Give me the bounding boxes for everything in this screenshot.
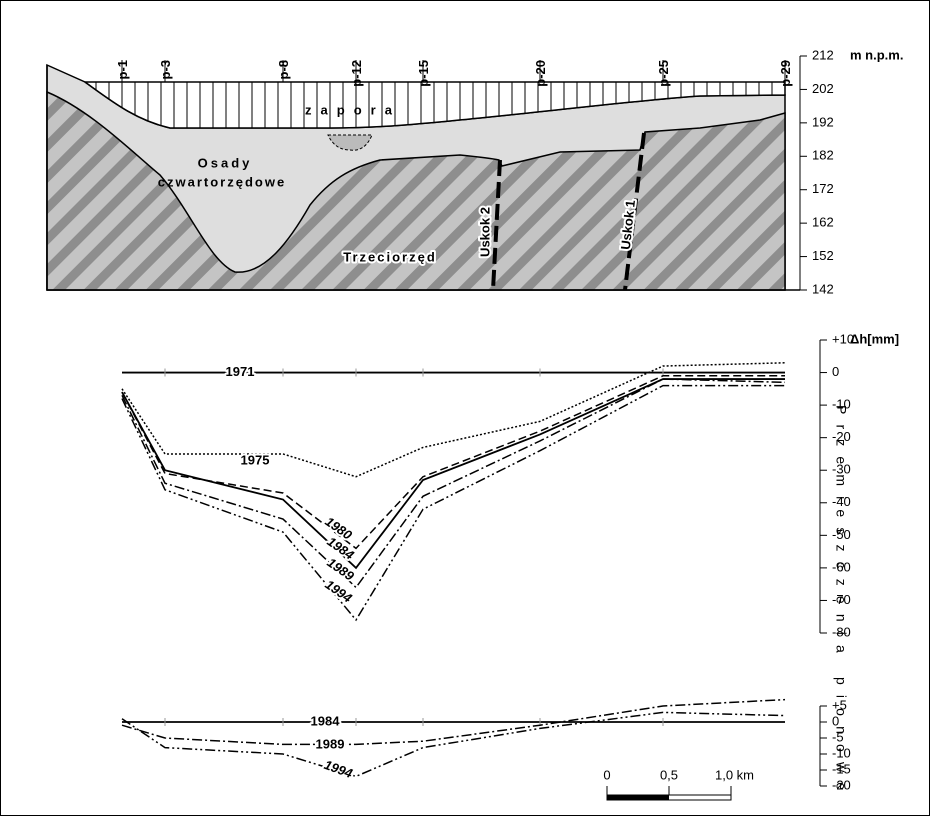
scale-label: 1,0 km — [715, 767, 754, 782]
y-tick-label: -70 — [832, 592, 851, 607]
scale-bar — [607, 795, 669, 800]
x-tick-label: p-15 — [416, 60, 431, 87]
annotation: Osady — [198, 155, 253, 170]
y-tick-label: -30 — [832, 462, 851, 477]
y-tick-label: -15 — [832, 761, 851, 776]
y-axis-label: m n.p.m. — [850, 47, 903, 62]
scale-label: 0 — [603, 767, 610, 782]
y-tick-label: -10 — [832, 745, 851, 760]
scale-label: 0,5 — [660, 767, 678, 782]
y-tick-label: 0 — [832, 713, 839, 728]
y-tick-label: +10 — [832, 331, 854, 346]
annotation: Uskok 2 — [477, 207, 492, 257]
y-tick-label: 142 — [812, 281, 834, 296]
y-tick-label: 202 — [812, 81, 834, 96]
y-tick-label: 192 — [812, 114, 834, 129]
y-axis-label: Δh[mm] — [850, 331, 899, 346]
annotation: zapora — [305, 102, 401, 117]
y-tick-label: 172 — [812, 181, 834, 196]
series-label: 1984 — [311, 713, 341, 728]
y-tick-label: 162 — [812, 215, 834, 230]
annotation: Trzeciorzęd — [343, 249, 437, 264]
y-tick-label: 0 — [832, 364, 839, 379]
x-tick-label: p-29 — [778, 60, 793, 87]
x-tick-label: p-8 — [276, 60, 291, 80]
x-tick-label: p-25 — [656, 60, 671, 87]
x-tick-label: p-20 — [533, 60, 548, 87]
x-tick-label: p-12 — [349, 60, 364, 87]
y-tick-label: -20 — [832, 429, 851, 444]
y-tick-label: -40 — [832, 494, 851, 509]
y-tick-label: -20 — [832, 777, 851, 792]
annotation: czwartorzędowe — [158, 174, 286, 189]
y-tick-label: -60 — [832, 559, 851, 574]
y-tick-label: 152 — [812, 248, 834, 263]
y-tick-label: -10 — [832, 397, 851, 412]
y-tick-label: -80 — [832, 624, 851, 639]
x-tick-label: p-1 — [115, 60, 130, 80]
x-tick-label: p-3 — [158, 60, 173, 80]
series-label: 1975 — [241, 452, 270, 467]
figure: zapora Osady czwartorzędowe Trzeciorzęd … — [0, 0, 930, 816]
series-label: 1989 — [316, 736, 345, 751]
y-tick-label: -50 — [832, 527, 851, 542]
y-tick-label: -5 — [832, 729, 844, 744]
y-tick-label: 212 — [812, 47, 834, 62]
page: zapora Osady czwartorzędowe Trzeciorzęd … — [0, 0, 930, 816]
y-tick-label: +5 — [832, 697, 847, 712]
series-label: 1971 — [226, 364, 255, 379]
y-tick-label: 182 — [812, 148, 834, 163]
